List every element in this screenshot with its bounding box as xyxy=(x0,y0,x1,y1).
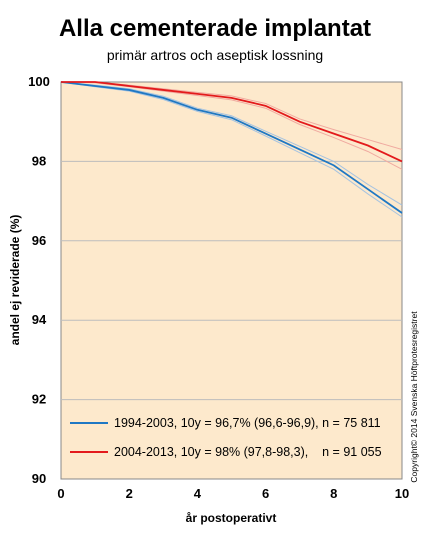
x-tick-label: 8 xyxy=(330,486,337,501)
y-tick-label: 96 xyxy=(32,233,46,248)
y-axis-label: andel ej reviderade (%) xyxy=(8,215,22,346)
x-tick-label: 10 xyxy=(395,486,409,501)
y-tick-label: 92 xyxy=(32,392,46,407)
legend-box xyxy=(64,410,394,470)
x-tick-label: 0 xyxy=(57,486,64,501)
legend: 1994-2003, 10y = 96,7% (96,6-96,9), n = … xyxy=(64,410,394,470)
series-lines xyxy=(60,81,403,214)
x-tick-labels: 0 2 4 6 8 10 xyxy=(57,486,409,501)
x-tick-label: 4 xyxy=(194,486,202,501)
y-tick-label: 94 xyxy=(32,312,47,327)
y-tick-label: 98 xyxy=(32,153,46,168)
y-tick-label: 100 xyxy=(28,74,50,89)
chart-subtitle: primär artros och aseptisk lossning xyxy=(107,47,323,63)
legend-label-1: 1994-2003, 10y = 96,7% (96,6-96,9), n = … xyxy=(114,416,381,430)
copyright-note: Copyright© 2014 Svenska Höftprotesregist… xyxy=(409,311,419,483)
y-tick-labels: 90 92 94 96 98 100 xyxy=(28,74,50,486)
x-tick-label: 2 xyxy=(126,486,133,501)
series-1-ci-lower xyxy=(60,81,403,218)
series-1-ci-upper xyxy=(60,81,403,206)
chart-title: Alla cementerade implantat xyxy=(59,15,371,42)
legend-label-2: 2004-2013, 10y = 98% (97,8-98,3), n = 91… xyxy=(114,445,382,459)
gridlines xyxy=(61,160,402,401)
x-axis-label: år postoperativt xyxy=(186,511,277,525)
x-tick-label: 6 xyxy=(262,486,269,501)
y-tick-label: 90 xyxy=(32,471,46,486)
series-2-line xyxy=(61,81,403,163)
series-1-line xyxy=(60,81,403,214)
